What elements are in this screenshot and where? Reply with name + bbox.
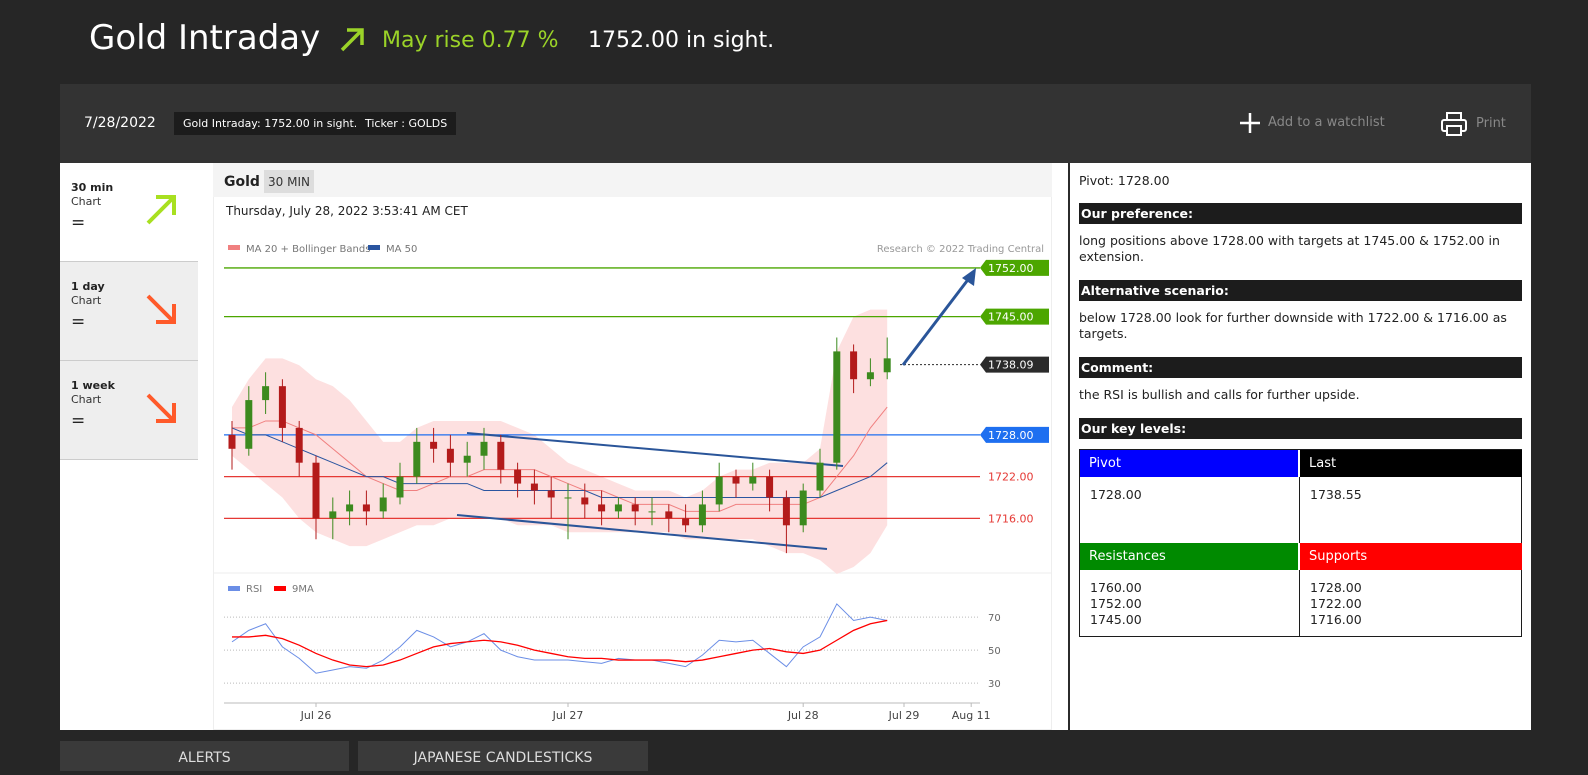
trend-icon bbox=[146, 294, 176, 324]
level: 1745.00 bbox=[1090, 612, 1142, 627]
type: Chart bbox=[71, 393, 102, 406]
section-heading: Our preference: bbox=[1079, 203, 1522, 224]
analysis-panel: Pivot: 1728.00 Our preference: long posi… bbox=[1068, 163, 1531, 730]
tab[interactable]: ALERTS bbox=[60, 741, 349, 771]
trend: = bbox=[71, 411, 86, 431]
key-levels-table: Pivot Last 1728.00 1738.55 Resistances S… bbox=[1079, 449, 1522, 637]
print-button[interactable]: Print bbox=[1476, 116, 1506, 131]
section-heading: Comment: bbox=[1079, 357, 1522, 378]
type: Chart bbox=[71, 195, 102, 208]
level: 1716.00 bbox=[1310, 612, 1362, 627]
trend-icon bbox=[146, 195, 176, 225]
pivot: Pivot: 1728.00 bbox=[1079, 173, 1170, 188]
section-heading: Our key levels: bbox=[1079, 418, 1522, 439]
up-arrow-icon bbox=[340, 28, 364, 52]
cell: 1760.00 1752.00 1745.00 bbox=[1080, 570, 1300, 636]
summary-badge: Gold Intraday: 1752.00 in sight. bbox=[174, 112, 367, 135]
tab[interactable]: JAPANESE CANDLESTICKS bbox=[358, 741, 648, 771]
print-icon[interactable] bbox=[1440, 110, 1468, 138]
section-heading: Alternative scenario: bbox=[1079, 280, 1522, 301]
timeframe[interactable]: 30 min Chart = bbox=[60, 163, 198, 262]
trend: = bbox=[71, 312, 86, 332]
trend: = bbox=[71, 213, 86, 233]
timeframe[interactable]: 1 day Chart = bbox=[60, 262, 198, 361]
cell-header: Supports bbox=[1300, 543, 1522, 570]
ticker-badge: Ticker : GOLDS bbox=[356, 112, 457, 135]
chart-header bbox=[213, 163, 1052, 197]
date: 7/28/2022 bbox=[84, 115, 156, 131]
add-icon[interactable] bbox=[1238, 111, 1262, 135]
type: Chart bbox=[71, 294, 102, 307]
page-title: Gold Intraday bbox=[89, 18, 321, 58]
level: 1722.00 bbox=[1310, 596, 1362, 611]
cell-header: Resistances bbox=[1080, 543, 1300, 570]
watchlist-button[interactable]: Add to a watchlist bbox=[1268, 115, 1385, 130]
signal: May rise 0.77 % bbox=[382, 28, 559, 53]
section-text: long positions above 1728.00 with target… bbox=[1079, 233, 1500, 264]
cell: 1738.55 bbox=[1310, 487, 1362, 502]
level: 1760.00 bbox=[1090, 580, 1142, 595]
period: 1 day bbox=[71, 280, 105, 293]
period: 1 week bbox=[71, 379, 115, 392]
level: 1752.00 bbox=[1090, 596, 1142, 611]
section-text: the RSI is bullish and calls for further… bbox=[1079, 387, 1360, 402]
cell: 1728.00 bbox=[1080, 477, 1300, 543]
period: 30 min bbox=[71, 181, 114, 194]
level: 1728.00 bbox=[1310, 580, 1362, 595]
cell: 1728.00 1722.00 1716.00 bbox=[1300, 570, 1522, 636]
chart-frame bbox=[213, 197, 1052, 730]
timeframe[interactable]: 1 week Chart = bbox=[60, 361, 198, 460]
cell-header: Last bbox=[1300, 450, 1522, 477]
trend-icon bbox=[146, 393, 176, 423]
section-text: below 1728.00 look for further downside … bbox=[1079, 310, 1507, 341]
cell-header: Pivot bbox=[1080, 450, 1300, 477]
target: 1752.00 in sight. bbox=[588, 28, 775, 53]
